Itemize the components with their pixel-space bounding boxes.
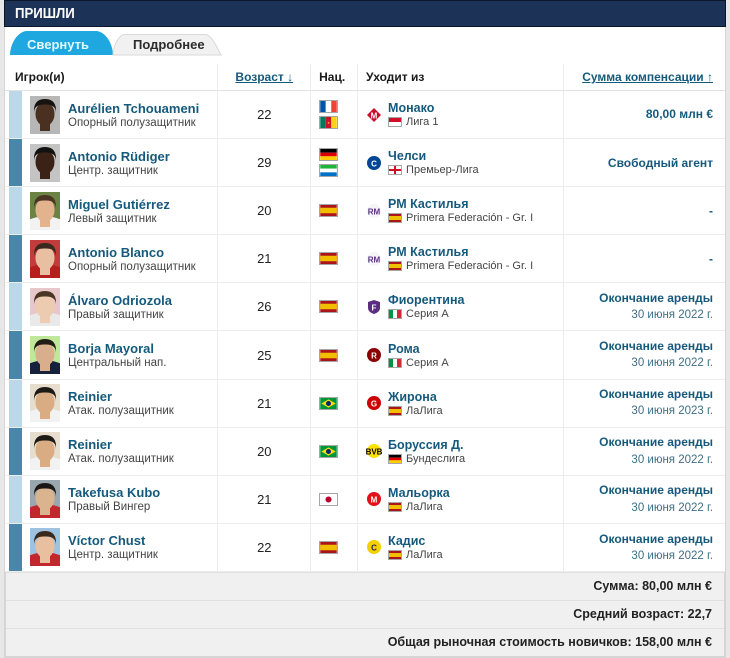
svg-text:G: G bbox=[371, 400, 377, 409]
svg-text:RM: RM bbox=[368, 207, 381, 216]
svg-text:M: M bbox=[371, 111, 378, 120]
svg-text:RM: RM bbox=[368, 255, 381, 264]
svg-text:BVB: BVB bbox=[366, 448, 382, 457]
svg-text:M: M bbox=[371, 496, 378, 505]
svg-text:C: C bbox=[371, 544, 377, 553]
svg-text:★: ★ bbox=[327, 121, 330, 125]
svg-text:C: C bbox=[371, 159, 377, 168]
svg-text:R: R bbox=[371, 352, 377, 361]
svg-text:F: F bbox=[372, 303, 377, 312]
